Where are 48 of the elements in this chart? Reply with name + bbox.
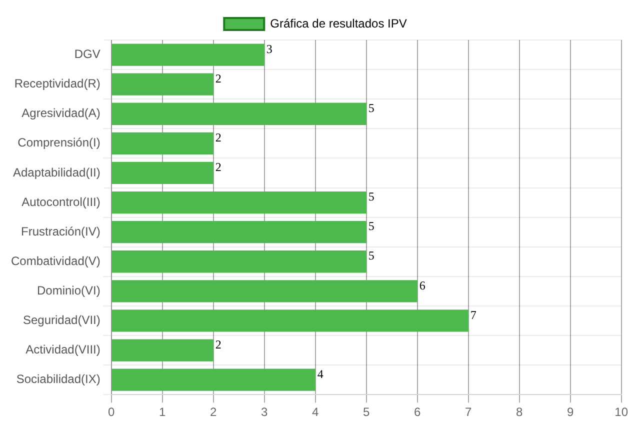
data-label: 2 bbox=[215, 130, 222, 144]
y-tick-label: Autocontrol(III) bbox=[22, 194, 100, 209]
bar bbox=[112, 250, 366, 273]
bar bbox=[112, 44, 264, 66]
data-label: 5 bbox=[368, 100, 374, 115]
x-tick-label: 0 bbox=[108, 405, 116, 420]
x-tick-label: 3 bbox=[261, 405, 268, 420]
x-tick-label: 5 bbox=[363, 405, 370, 420]
y-tick-label: Actividad(VIII) bbox=[26, 342, 100, 357]
x-tick-label: 8 bbox=[516, 405, 523, 420]
x-tick-label: 10 bbox=[614, 405, 628, 420]
x-tick-label: 9 bbox=[566, 405, 574, 420]
y-tick-label: Receptividad(R) bbox=[14, 76, 100, 91]
data-label: 5 bbox=[368, 248, 374, 263]
legend-label: Gráfica de resultados IPV bbox=[270, 16, 407, 30]
bar bbox=[112, 162, 214, 184]
bar bbox=[112, 339, 214, 362]
y-tick-label: Adaptabilidad(II) bbox=[12, 165, 100, 180]
data-label: 2 bbox=[215, 160, 222, 174]
y-tick-label: Seguridad(VII) bbox=[22, 313, 100, 328]
bar bbox=[112, 102, 366, 125]
data-label: 3 bbox=[266, 42, 272, 56]
bar bbox=[112, 73, 214, 96]
y-tick-label: Combatividad(V) bbox=[10, 254, 100, 268]
y-tick-label: Comprensión(I) bbox=[18, 136, 100, 150]
data-label: 2 bbox=[215, 337, 222, 352]
x-tick-label: 4 bbox=[312, 405, 320, 420]
data-label: 2 bbox=[215, 71, 222, 86]
bar bbox=[112, 191, 366, 214]
x-tick-label: 6 bbox=[414, 405, 421, 420]
y-tick-label: DGV bbox=[74, 47, 100, 62]
bar bbox=[112, 280, 418, 302]
data-label: 6 bbox=[419, 278, 426, 292]
y-tick-label: Agresividad(A) bbox=[22, 106, 100, 120]
data-label: 7 bbox=[470, 308, 476, 322]
x-tick-label: 2 bbox=[210, 405, 218, 420]
x-tick-label: 1 bbox=[159, 405, 166, 420]
y-tick-label: Sociabilidad(IX) bbox=[16, 372, 100, 386]
bar bbox=[112, 220, 366, 244]
y-tick-label: Frustración(IV) bbox=[21, 224, 100, 238]
data-label: 5 bbox=[368, 219, 374, 234]
data-label: 4 bbox=[317, 366, 324, 381]
x-tick-label: 7 bbox=[464, 405, 472, 420]
data-label: 5 bbox=[368, 190, 374, 204]
y-tick-label: Dominio(VI) bbox=[37, 283, 100, 298]
bar bbox=[112, 310, 468, 332]
bar bbox=[112, 132, 214, 155]
bar bbox=[112, 368, 316, 391]
